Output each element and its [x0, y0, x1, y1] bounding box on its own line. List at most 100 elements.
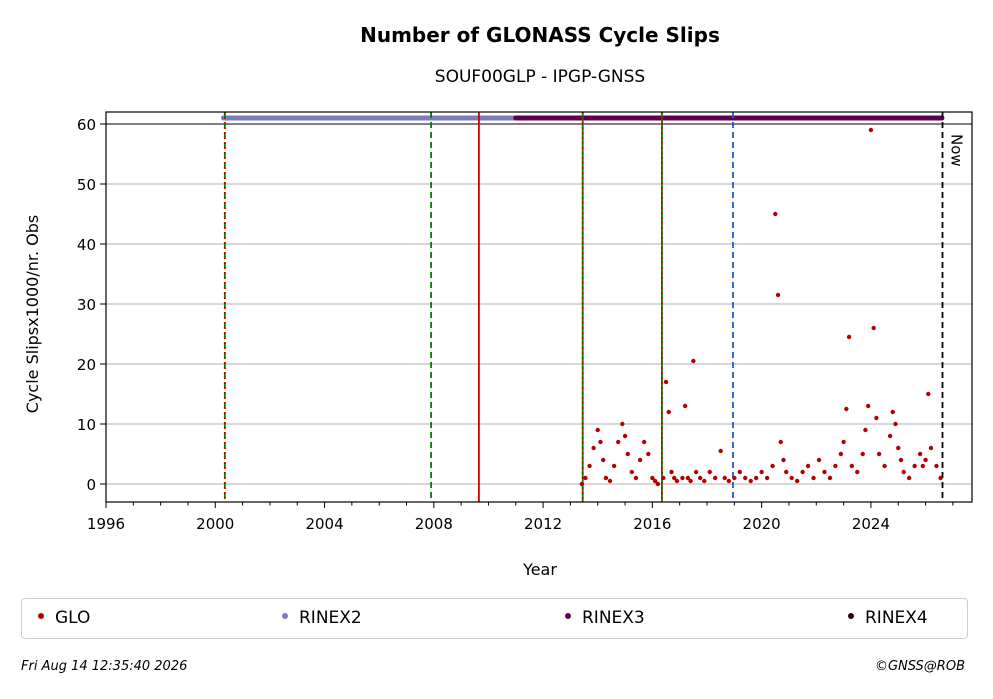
glo-point — [661, 475, 666, 481]
y-axis-ticks: 0 10 20 30 40 50 60 — [77, 116, 106, 494]
glo-point — [607, 478, 613, 484]
glo-point — [860, 451, 865, 457]
glo-point — [778, 439, 783, 445]
glo-point — [655, 481, 661, 487]
glo-point — [629, 469, 635, 475]
glo-point — [896, 445, 901, 451]
legend-item-rinex2: RINEX2 — [282, 608, 362, 628]
glo-point — [587, 463, 592, 469]
rinex2-marker-icon — [282, 613, 288, 619]
glo-point — [598, 439, 603, 445]
glo-point — [697, 475, 703, 481]
glo-point — [887, 433, 893, 439]
glo-point — [805, 463, 811, 469]
legend-item-rinex4: RINEX4 — [848, 608, 928, 628]
legend-item-glo: GLO — [38, 608, 90, 628]
glo-point — [764, 475, 770, 481]
glo-point — [917, 451, 923, 457]
glo-point — [789, 475, 794, 481]
glo-point — [811, 475, 816, 481]
x-tick-label: 2020 — [743, 515, 781, 533]
glo-point — [912, 463, 917, 469]
glo-point — [669, 469, 674, 475]
x-axis-label: Year — [522, 560, 557, 579]
glo-point — [693, 469, 699, 475]
glo-point — [600, 457, 606, 463]
glo-point — [583, 475, 588, 481]
legend-label: RINEX2 — [299, 608, 362, 628]
glo-point — [901, 469, 906, 475]
grid-lines — [106, 123, 972, 485]
glo-point — [726, 478, 732, 484]
glo-point — [890, 409, 895, 415]
glo-point — [827, 475, 833, 481]
glo-point — [816, 457, 822, 463]
x-tick-label: 2012 — [524, 515, 562, 533]
glo-point — [616, 439, 621, 445]
y-tick-label: 60 — [77, 116, 96, 134]
glo-point — [874, 415, 879, 421]
chart-title: Number of GLONASS Cycle Slips — [360, 23, 720, 47]
glo-point — [611, 463, 617, 469]
glo-point — [650, 475, 655, 481]
chart-subtitle: SOUF00GLP - IPGP-GNSS — [435, 67, 645, 87]
glo-point — [784, 469, 789, 475]
glo-point — [773, 211, 778, 217]
glo-point — [863, 427, 868, 433]
glo-point — [743, 475, 748, 481]
glo-point — [882, 463, 887, 469]
glo-point — [680, 475, 685, 481]
x-tick-label: 2008 — [415, 515, 453, 533]
glo-point — [672, 475, 677, 481]
x-tick-label: 2024 — [852, 515, 890, 533]
glo-point — [770, 463, 775, 469]
glo-point — [844, 406, 849, 412]
glo-point — [775, 292, 781, 298]
glo-point — [633, 475, 639, 481]
glo-point — [713, 475, 718, 481]
glo-point — [849, 463, 854, 469]
glo-point — [906, 475, 912, 481]
legend-label: RINEX4 — [865, 608, 928, 628]
glo-point — [781, 457, 786, 463]
glo-point — [923, 457, 928, 463]
glo-point — [732, 475, 737, 481]
legend-label: GLO — [55, 608, 91, 628]
legend-item-rinex3: RINEX3 — [565, 608, 645, 628]
x-tick-label: 2004 — [305, 515, 343, 533]
glo-point — [865, 403, 871, 409]
glo-point — [759, 469, 764, 475]
glo-point — [871, 325, 876, 331]
glo-point — [688, 478, 693, 484]
glo-point — [718, 448, 723, 454]
x-axis-ticks: 1996 2000 2004 2008 2012 2016 2020 2024 — [87, 502, 954, 533]
glo-point — [722, 475, 727, 481]
now-label: Now — [947, 134, 965, 167]
glo-point — [620, 421, 625, 427]
glo-point — [666, 409, 671, 415]
legend: GLO RINEX2 RINEX3 RINEX4 — [21, 598, 968, 639]
event-lines — [223, 112, 944, 502]
y-tick-label: 50 — [77, 176, 96, 194]
glo-point — [920, 463, 926, 469]
glo-point — [855, 469, 860, 475]
glo-point — [868, 127, 874, 133]
glo-point — [691, 358, 696, 364]
glo-point — [663, 379, 669, 385]
glo-point — [637, 457, 643, 463]
rinex4-marker-icon — [848, 613, 854, 619]
glo-point — [841, 439, 846, 445]
glo-point — [737, 469, 742, 475]
glo-point — [674, 478, 680, 484]
glo-point — [928, 445, 934, 451]
glo-series — [579, 127, 943, 487]
glo-point — [707, 469, 712, 475]
glo-point — [641, 439, 647, 445]
rinex3-marker-icon — [565, 613, 571, 619]
glo-marker-icon — [38, 613, 44, 619]
glo-point — [753, 475, 759, 481]
glo-point — [833, 463, 838, 469]
glo-point — [934, 463, 939, 469]
y-axis-label: Cycle Slipsx1000/nr. Obs — [23, 215, 42, 413]
